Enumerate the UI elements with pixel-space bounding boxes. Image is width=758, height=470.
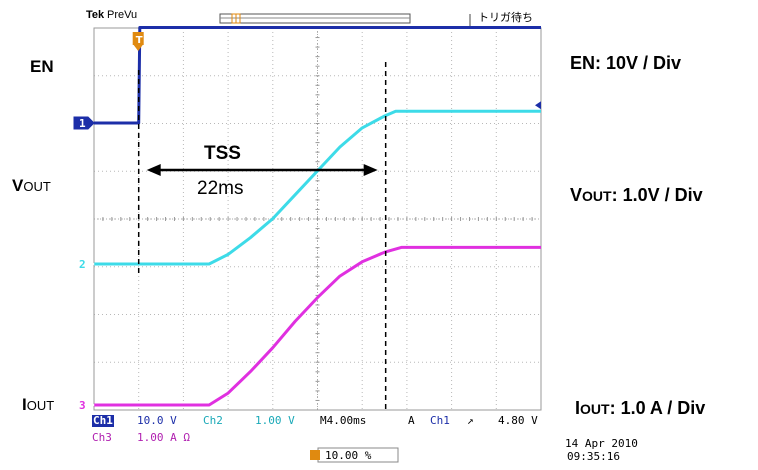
en-scale-right: EN: 10V / Div [570,53,682,73]
vout-left-suffix: OUT [23,179,51,194]
en-label-left: EN [30,57,54,76]
tss-value: 22ms [197,178,244,199]
ch2-ground-marker: 2 [73,257,95,271]
waveforms [94,26,541,407]
status-row-1 [90,413,540,428]
vout-scale-right: VOUT: 1.0V / Div [570,185,703,206]
header-bar [90,12,540,28]
timestamp-date: 14 Apr 2010 [565,437,638,450]
status-ch3-name: Ch3 [92,431,112,444]
iout-left-suffix: OUT [26,398,55,413]
status-ch1-name: Ch1 [93,414,113,427]
iout-scale-right: IOUT: 1.0 A / Div [575,398,705,419]
ch1-ground-marker: 1 [73,116,95,130]
iout-right-scale: : 1.0 A / Div [609,398,706,418]
iout-left-prefix: I [22,395,27,414]
iout-right-suffix: OUT [580,401,610,417]
status-trig-slope-icon: ↗ [467,414,474,427]
timestamp-time: 09:35:16 [567,450,620,463]
record-view-position-icon [231,13,241,24]
tss-arrow-head-left [146,164,161,176]
tss-annotation [137,62,387,410]
trigger-status: トリガ待ち [478,12,533,24]
tss-arrow-head-right [363,164,378,176]
tss-label: TSS [204,143,241,164]
ch3-ground-marker-text: 3 [79,399,86,412]
graticule [93,27,542,411]
vout-right-suffix: OUT [582,188,612,204]
status-ch3-scale: 1.00 A Ω [137,431,190,444]
status-ch1-scale: 10.0 V [137,414,177,427]
brand-label: Tek [86,9,105,21]
status-timebase: M4.00ms [320,414,367,427]
waveform-en [94,26,541,125]
vout-right-scale: : 1.0V / Div [611,185,703,205]
trigger-position-text: T [136,35,143,46]
status-trig-level: 4.80 V [498,414,538,427]
ch1-badge [92,415,114,427]
mode-label: PreVu [107,9,138,21]
status-position: 10.00 % [325,449,372,462]
status-ch2-scale: 1.00 V [255,414,295,427]
vout-right-prefix: V [570,185,583,205]
status-trig-source: Ch1 [430,414,450,427]
status-ch2-name: Ch2 [203,414,223,427]
position-trigger-icon [310,450,320,460]
ch3-ground-marker: 3 [73,398,95,412]
iout-label-left: IOUT [22,395,54,415]
trigger-position-icon: T [132,32,144,51]
iout-right-prefix: I [575,398,581,418]
waveform-vout [94,109,541,266]
channel-markers: 1 2 3 T [73,32,541,412]
ch1-ground-marker-text: 1 [79,117,86,130]
waveform-iout [94,245,541,407]
status-trig-mode: A [408,414,415,427]
vout-left-prefix: V [12,176,24,195]
ch2-ground-marker-text: 2 [79,258,86,271]
vout-label-left: VOUT [12,176,51,196]
trigger-level-arrow-icon [535,101,541,110]
